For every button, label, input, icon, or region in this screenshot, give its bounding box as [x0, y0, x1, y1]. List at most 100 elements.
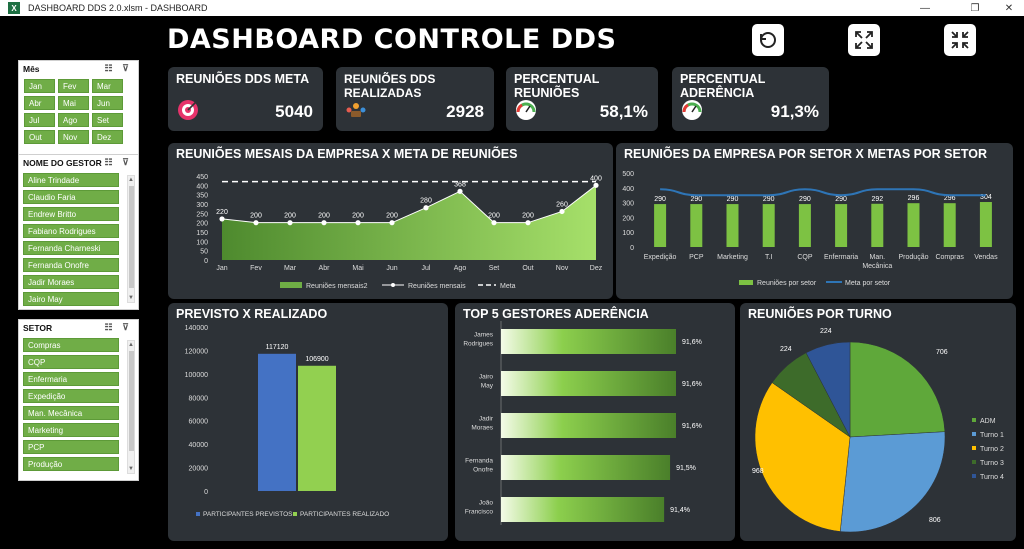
- scroll-down-icon[interactable]: ▼: [128, 295, 134, 301]
- x-tick-label: Mecânica: [862, 263, 892, 270]
- slicer-item-gestor[interactable]: Fabiano Rodrigues: [23, 224, 119, 238]
- data-label: 280: [420, 198, 432, 205]
- slicer-gestor-scrollbar[interactable]: ▲ ▼: [127, 175, 135, 303]
- line-meta-por-setor: [660, 188, 986, 197]
- y-tick-label: 300: [196, 202, 208, 209]
- data-point: [219, 216, 225, 222]
- bar-realizado: [298, 365, 336, 491]
- bar-gestor: [501, 497, 665, 522]
- slicer-item-gestor[interactable]: Jairo May: [23, 292, 119, 306]
- slicer-item-mes[interactable]: Jul: [24, 113, 55, 127]
- slicer-item-gestor[interactable]: Fernanda Onofre: [23, 258, 119, 272]
- clear-filter-icon[interactable]: ⊽: [122, 157, 129, 167]
- bar-reunioes-setor: [690, 204, 703, 247]
- slicer-item-gestor[interactable]: Aline Trindade: [23, 173, 119, 187]
- slicer-item-setor[interactable]: Enfermaria: [23, 372, 119, 386]
- legend-label: PARTICIPANTES PREVISTOS: [203, 511, 293, 518]
- collapse-button[interactable]: [944, 24, 976, 56]
- data-label: 290: [835, 196, 847, 203]
- bar-reunioes-setor: [726, 204, 739, 247]
- slicer-item-gestor[interactable]: Endrew Britto: [23, 207, 119, 221]
- slicer-item-gestor[interactable]: Claudio Faria: [23, 190, 119, 204]
- slicer-item-setor[interactable]: Marketing: [23, 423, 119, 437]
- slicer-item-mes[interactable]: Nov: [58, 130, 89, 144]
- slicer-item-setor[interactable]: Expedição: [23, 389, 119, 403]
- minimize-button[interactable]: —: [920, 2, 930, 14]
- x-tick-label: Out: [522, 265, 533, 272]
- clear-filter-icon[interactable]: ⊽: [122, 63, 129, 73]
- bar-reunioes-setor: [654, 204, 667, 247]
- slicer-item-gestor[interactable]: Jadir Moraes: [23, 275, 119, 289]
- legend-swatch-marker: [391, 283, 395, 287]
- close-button[interactable]: ✕: [1004, 2, 1014, 14]
- clear-filter-icon[interactable]: ⊽: [122, 322, 129, 332]
- slicer-item-mes[interactable]: Abr: [24, 96, 55, 110]
- refresh-button[interactable]: [752, 24, 784, 56]
- legend-swatch: [972, 460, 976, 464]
- category-label: Moraes: [471, 425, 493, 432]
- slicer-item-mes[interactable]: Fev: [58, 79, 89, 93]
- scroll-thumb[interactable]: [129, 351, 134, 451]
- multi-select-icon[interactable]: ☷: [104, 157, 113, 167]
- bar-reunioes-setor: [979, 202, 992, 247]
- kpi-card-realizadas: REUNIÕES DDS REALIZADAS 2928: [336, 67, 494, 131]
- bar-reunioes-setor: [871, 203, 884, 247]
- slicer-item-setor[interactable]: Produção: [23, 457, 119, 471]
- slicer-item-mes[interactable]: Ago: [58, 113, 89, 127]
- expand-button[interactable]: [848, 24, 880, 56]
- restore-button[interactable]: ❐: [970, 2, 980, 14]
- slicer-mes: Mês ☷ ⊽ Jan Fev Mar Abr Mai Jun Jul Ago Set Out No…: [18, 60, 139, 167]
- scroll-thumb[interactable]: [129, 186, 134, 288]
- horizontal-bar-chart: James Rodrigues 91,6% Jairo May 91,6% Jadir Mor…: [463, 321, 702, 525]
- y-tick-label: 50: [200, 249, 208, 256]
- slicer-item-setor[interactable]: Compras: [23, 338, 119, 352]
- data-point: [321, 220, 327, 226]
- slicer-item-mes[interactable]: Mai: [58, 96, 89, 110]
- x-tick-label: Vendas: [974, 254, 998, 261]
- chart-title: REUNIÕES MESAIS DA EMPRESA X META DE REU…: [176, 147, 518, 161]
- data-label: 200: [352, 213, 364, 220]
- slicer-item-setor[interactable]: Man. Mecânica: [23, 406, 119, 420]
- multi-select-icon[interactable]: ☷: [104, 322, 113, 332]
- x-tick-label: Nov: [556, 265, 569, 272]
- column-chart: 0 20000 40000 60000 80000 100000 120000 140000 1…: [185, 325, 390, 518]
- slicer-item-gestor[interactable]: Fernanda Charneski: [23, 241, 119, 255]
- data-label: 91,6%: [682, 339, 702, 346]
- data-label: 290: [763, 196, 775, 203]
- slicer-item-setor[interactable]: PCP: [23, 440, 119, 454]
- chart-title: REUNIÕES DA EMPRESA POR SETOR X METAS PO…: [624, 147, 988, 161]
- legend-label: Turno 1: [980, 432, 1004, 439]
- slicer-item-setor[interactable]: CQP: [23, 355, 119, 369]
- scroll-up-icon[interactable]: ▲: [128, 342, 134, 348]
- y-tick-label: 300: [622, 201, 634, 208]
- x-tick-label: PCP: [689, 254, 704, 261]
- y-tick-label: 200: [196, 221, 208, 228]
- slicer-item-mes[interactable]: Out: [24, 130, 55, 144]
- slicer-item-mes[interactable]: Mar: [92, 79, 123, 93]
- scroll-down-icon[interactable]: ▼: [128, 466, 134, 472]
- slicer-item-mes[interactable]: Set: [92, 113, 123, 127]
- pie-chart: 706 806 968 224 224 ADM Turno 1 Turno 2 Turno 3 T…: [752, 328, 1004, 533]
- chart-title: PREVISTO X REALIZADO: [176, 307, 328, 321]
- bar-gestor: [501, 329, 676, 354]
- slicer-item-mes[interactable]: Jun: [92, 96, 123, 110]
- multi-select-icon[interactable]: ☷: [104, 63, 113, 73]
- gauge-icon: [516, 100, 536, 120]
- slicer-setor-label: SETOR: [23, 323, 53, 333]
- x-tick-label: CQP: [797, 254, 813, 261]
- data-label: 200: [522, 213, 534, 220]
- slicer-setor-scrollbar[interactable]: ▲ ▼: [127, 340, 135, 474]
- legend-label: Meta por setor: [845, 280, 891, 287]
- slicer-item-mes[interactable]: Jan: [24, 79, 55, 93]
- data-label: 91,5%: [676, 465, 696, 472]
- kpi-label: REUNIÕES DDS META: [176, 72, 310, 86]
- window-titlebar: X DASHBOARD DDS 2.0.xlsm - DASHBOARD — ❐…: [0, 0, 1024, 16]
- data-label: 290: [690, 196, 702, 203]
- target-icon: [178, 100, 198, 120]
- line-reunioes-mensais: [221, 184, 597, 224]
- data-point: [525, 220, 531, 226]
- scroll-up-icon[interactable]: ▲: [128, 177, 134, 183]
- y-tick-label: 250: [196, 211, 208, 218]
- slicer-item-mes[interactable]: Dez: [92, 130, 123, 144]
- data-label: 224: [820, 328, 832, 335]
